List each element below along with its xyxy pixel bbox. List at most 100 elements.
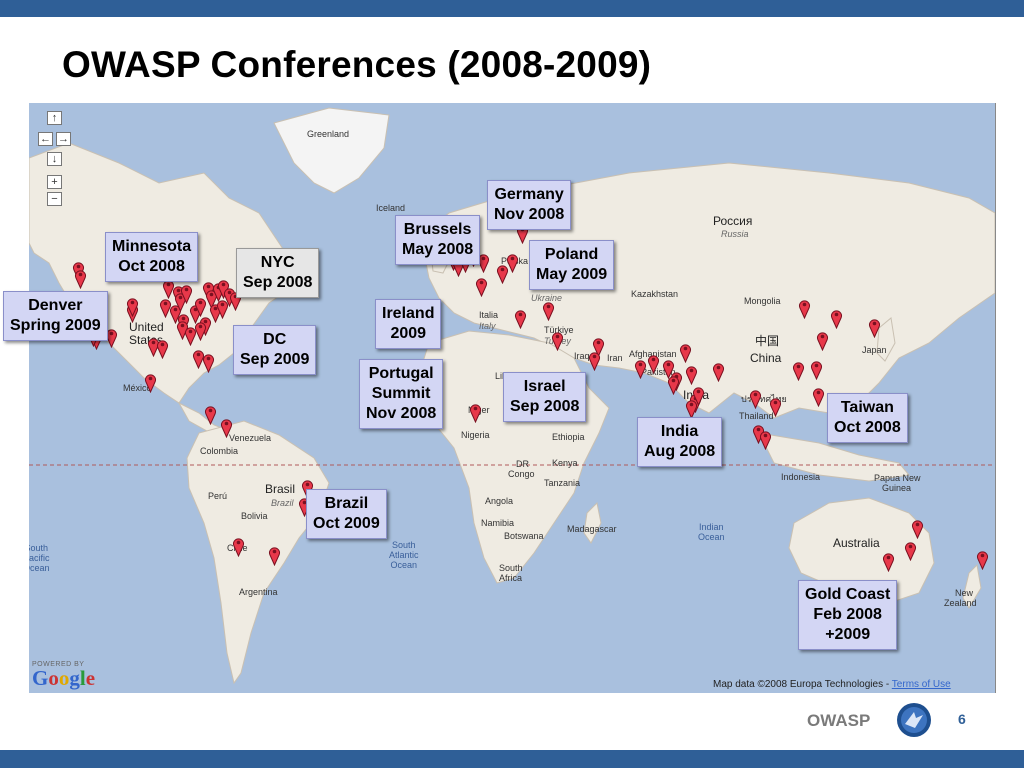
- conference-pin-icon[interactable]: [911, 519, 924, 539]
- map-label: Brazil: [271, 498, 294, 508]
- conference-callout[interactable]: Brazil Oct 2009: [306, 489, 387, 539]
- callout-line: Minnesota: [112, 238, 192, 255]
- conference-pin-icon[interactable]: [769, 397, 782, 417]
- conference-pin-icon[interactable]: [159, 298, 172, 318]
- conference-pin-icon[interactable]: [217, 279, 230, 299]
- pan-left-button[interactable]: ←: [38, 132, 53, 146]
- conference-pin-icon[interactable]: [692, 386, 705, 406]
- conference-pin-icon[interactable]: [830, 309, 843, 329]
- conference-pin-icon[interactable]: [126, 297, 139, 317]
- conference-pin-icon[interactable]: [798, 299, 811, 319]
- map-label: Pakistan: [641, 367, 676, 377]
- pan-right-button[interactable]: →: [56, 132, 71, 146]
- map-label: Papua New: [874, 473, 921, 483]
- conference-pin-icon[interactable]: [232, 537, 245, 557]
- conference-pin-icon[interactable]: [475, 277, 488, 297]
- conference-callout[interactable]: Taiwan Oct 2008: [827, 393, 908, 443]
- zoom-in-button[interactable]: +: [47, 175, 62, 189]
- conference-pin-icon[interactable]: [496, 264, 509, 284]
- map-label: ประเทศไทย: [741, 394, 787, 404]
- callout-line: NYC: [260, 254, 295, 271]
- conference-callout[interactable]: Denver Spring 2009: [3, 291, 108, 341]
- conference-pin-icon[interactable]: [759, 430, 772, 450]
- conference-pin-icon[interactable]: [194, 321, 207, 341]
- conference-pin-icon[interactable]: [868, 318, 881, 338]
- conference-pin-icon[interactable]: [192, 349, 205, 369]
- conference-pin-icon[interactable]: [180, 284, 193, 304]
- map-label: Iran: [607, 353, 623, 363]
- conference-pin-icon[interactable]: [685, 365, 698, 385]
- conference-pin-icon[interactable]: [634, 359, 647, 379]
- conference-pin-icon[interactable]: [647, 354, 660, 374]
- conference-pin-icon[interactable]: [662, 359, 675, 379]
- conference-pin-icon[interactable]: [679, 343, 692, 363]
- callout-line: Ireland: [382, 305, 435, 322]
- map-label: Africa: [499, 573, 523, 583]
- callout-line: Summit: [371, 385, 431, 402]
- conference-pin-icon[interactable]: [810, 360, 823, 380]
- conference-pin-icon[interactable]: [194, 297, 207, 317]
- conference-pin-icon[interactable]: [752, 424, 765, 444]
- conference-pin-icon[interactable]: [176, 320, 189, 340]
- ocean-label: Indian Ocean: [698, 522, 725, 542]
- conference-callout[interactable]: Brussels May 2008: [395, 215, 481, 265]
- conference-pin-icon[interactable]: [685, 399, 698, 419]
- conference-callout[interactable]: Israel Sep 2008: [503, 372, 587, 422]
- conference-pin-icon[interactable]: [506, 253, 519, 273]
- conference-pin-icon[interactable]: [147, 337, 160, 357]
- map-label: DR: [516, 459, 529, 469]
- conference-pin-icon[interactable]: [976, 550, 989, 570]
- map-label: 中国: [755, 334, 780, 348]
- conference-pin-icon[interactable]: [712, 362, 725, 382]
- conference-pin-icon[interactable]: [542, 301, 555, 321]
- conference-pin-icon[interactable]: [202, 353, 215, 373]
- callout-line: Spring 2009: [10, 317, 101, 334]
- pan-down-button[interactable]: ↓: [47, 152, 62, 166]
- google-logo[interactable]: POWERED BY Google: [32, 661, 96, 690]
- conference-callout[interactable]: Portugal Summit Nov 2008: [359, 359, 444, 429]
- conference-pin-icon[interactable]: [904, 541, 917, 561]
- google-wordmark: Google: [32, 666, 96, 690]
- conference-callout[interactable]: NYC Sep 2008: [236, 248, 320, 298]
- conference-callout[interactable]: Poland May 2009: [529, 240, 615, 290]
- callout-line: Denver: [28, 297, 83, 314]
- conference-pin-icon[interactable]: [514, 309, 527, 329]
- callout-line: India: [660, 423, 699, 440]
- conference-pin-icon[interactable]: [204, 405, 217, 425]
- conference-pin-icon[interactable]: [268, 546, 281, 566]
- conference-pin-icon[interactable]: [156, 339, 169, 359]
- conference-pin-icon[interactable]: [749, 389, 762, 409]
- callout-line: Gold Coast: [805, 586, 891, 603]
- conference-pin-icon[interactable]: [169, 304, 182, 324]
- conference-pin-icon[interactable]: [592, 337, 605, 357]
- conference-pin-icon[interactable]: [216, 299, 229, 319]
- conference-pin-icon[interactable]: [74, 269, 87, 289]
- conference-callout[interactable]: Germany Nov 2008: [487, 180, 572, 230]
- conference-pin-icon[interactable]: [469, 403, 482, 423]
- conference-callout[interactable]: DC Sep 2009: [233, 325, 317, 375]
- conference-pin-icon[interactable]: [812, 387, 825, 407]
- conference-callout[interactable]: Gold Coast Feb 2008 +2009: [798, 580, 898, 650]
- conference-pin-icon[interactable]: [882, 552, 895, 572]
- conference-callout[interactable]: Minnesota Oct 2008: [105, 232, 199, 282]
- map-label: Indonesia: [781, 472, 821, 482]
- map-label: China: [750, 351, 782, 365]
- zoom-out-button[interactable]: −: [47, 192, 62, 206]
- conference-pin-icon[interactable]: [816, 331, 829, 351]
- ocean-label: South Atlantic Ocean: [389, 540, 419, 570]
- conference-pin-icon[interactable]: [551, 331, 564, 351]
- map-label: Perú: [208, 491, 228, 501]
- conference-callout[interactable]: Ireland 2009: [375, 299, 442, 349]
- conference-pin-icon[interactable]: [184, 326, 197, 346]
- ocean-label: SouthPacificOcean: [29, 543, 50, 573]
- conference-pin-icon[interactable]: [588, 351, 601, 371]
- conference-pin-icon[interactable]: [667, 375, 680, 395]
- map-label: Argentina: [239, 587, 278, 597]
- conference-callout[interactable]: India Aug 2008: [637, 417, 723, 467]
- map-label: Nigeria: [461, 430, 490, 440]
- pan-up-button[interactable]: ↑: [47, 111, 62, 125]
- conference-pin-icon[interactable]: [220, 418, 233, 438]
- conference-pin-icon[interactable]: [144, 373, 157, 393]
- conference-pin-icon[interactable]: [792, 361, 805, 381]
- terms-of-use-link[interactable]: Terms of Use: [891, 679, 951, 690]
